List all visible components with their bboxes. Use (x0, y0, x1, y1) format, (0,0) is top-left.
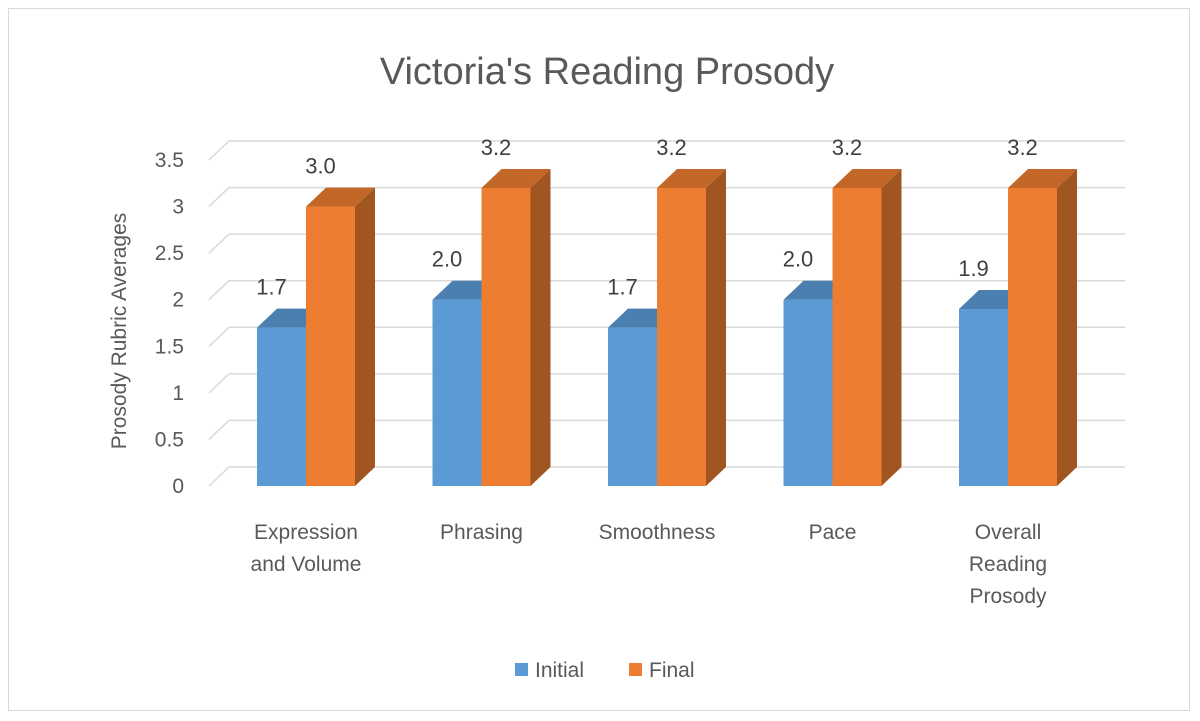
gridline-diagonal (208, 280, 230, 301)
x-category-label: Smoothness (599, 521, 716, 544)
bar-top-final (832, 168, 902, 188)
bar-side-final (881, 168, 902, 486)
bar-initial (257, 327, 306, 486)
bar-final (1008, 187, 1057, 486)
legend-label-initial: Initial (535, 659, 584, 682)
bar-final (481, 187, 531, 486)
bar-chart: Victoria's Reading Prosody Prosody Rubri… (108, 51, 1125, 682)
bar-side-final (530, 168, 551, 486)
data-label-initial: 2.0 (432, 247, 463, 272)
bar-final (657, 187, 706, 486)
bar-initial (959, 309, 1008, 486)
bar-initial (432, 299, 482, 486)
data-label-final: 3.2 (656, 135, 687, 160)
y-axis-label: Prosody Rubric Averages (108, 213, 131, 450)
bar-side-final (355, 187, 375, 487)
data-label-initial: 2.0 (783, 247, 814, 272)
x-category-label: Phrasing (440, 521, 523, 544)
y-tick-label: 1 (172, 382, 184, 405)
data-label-final: 3.2 (1007, 135, 1038, 160)
bar-final (306, 206, 355, 487)
x-category-label: Pace (809, 521, 857, 544)
gridline-diagonal (208, 326, 230, 347)
gridline-diagonal (208, 419, 230, 440)
data-label-final: 3.2 (832, 135, 863, 160)
gridline-diagonal (208, 466, 230, 487)
y-tick-label: 3 (172, 196, 184, 219)
bar-final (832, 187, 882, 486)
gridline-diagonal (208, 140, 230, 161)
y-tick-labels: 0 0.5 1 1.5 2 2.5 3 3.5 (155, 149, 184, 498)
bars (257, 168, 1077, 487)
bar-top-final (306, 187, 375, 207)
y-tick-label: 3.5 (155, 149, 184, 172)
data-label-initial: 1.9 (958, 256, 989, 281)
bar-initial (783, 299, 833, 486)
bar-initial (608, 327, 657, 486)
legend-swatch-final (629, 663, 642, 676)
data-label-final: 3.0 (305, 154, 336, 179)
y-tick-label: 2 (172, 289, 184, 312)
bar-top-final (481, 168, 551, 188)
bar-top-final (657, 168, 726, 188)
legend-swatch-initial (515, 663, 528, 676)
legend: Initial Final (515, 659, 695, 682)
y-tick-label: 1.5 (155, 335, 184, 358)
legend-label-final: Final (649, 659, 695, 682)
gridline-diagonal (208, 373, 230, 394)
x-category-labels: Expression and Volume Phrasing Smoothness Pa… (251, 521, 1048, 608)
y-tick-label: 0.5 (155, 428, 184, 451)
bar-side-final (706, 168, 726, 486)
gridline-diagonal (208, 233, 230, 254)
y-tick-label: 0 (172, 475, 184, 498)
y-tick-label: 2.5 (155, 242, 184, 265)
data-label-initial: 1.7 (607, 275, 638, 300)
chart-title: Victoria's Reading Prosody (380, 51, 834, 93)
data-label-final: 3.2 (481, 135, 512, 160)
x-category-label: Expression and Volume (251, 521, 362, 576)
data-label-initial: 1.7 (256, 275, 287, 300)
bar-top-final (1008, 168, 1077, 188)
x-category-label: Overall Reading Prosody (969, 521, 1047, 608)
gridline-diagonal (208, 187, 230, 208)
chart-frame: Victoria's Reading Prosody Prosody Rubri… (8, 8, 1190, 711)
data-labels: 1.7 3.0 2.0 3.2 1.7 3.2 2.0 3.2 1.9 3.2 (256, 135, 1038, 300)
bar-side-final (1057, 168, 1077, 486)
